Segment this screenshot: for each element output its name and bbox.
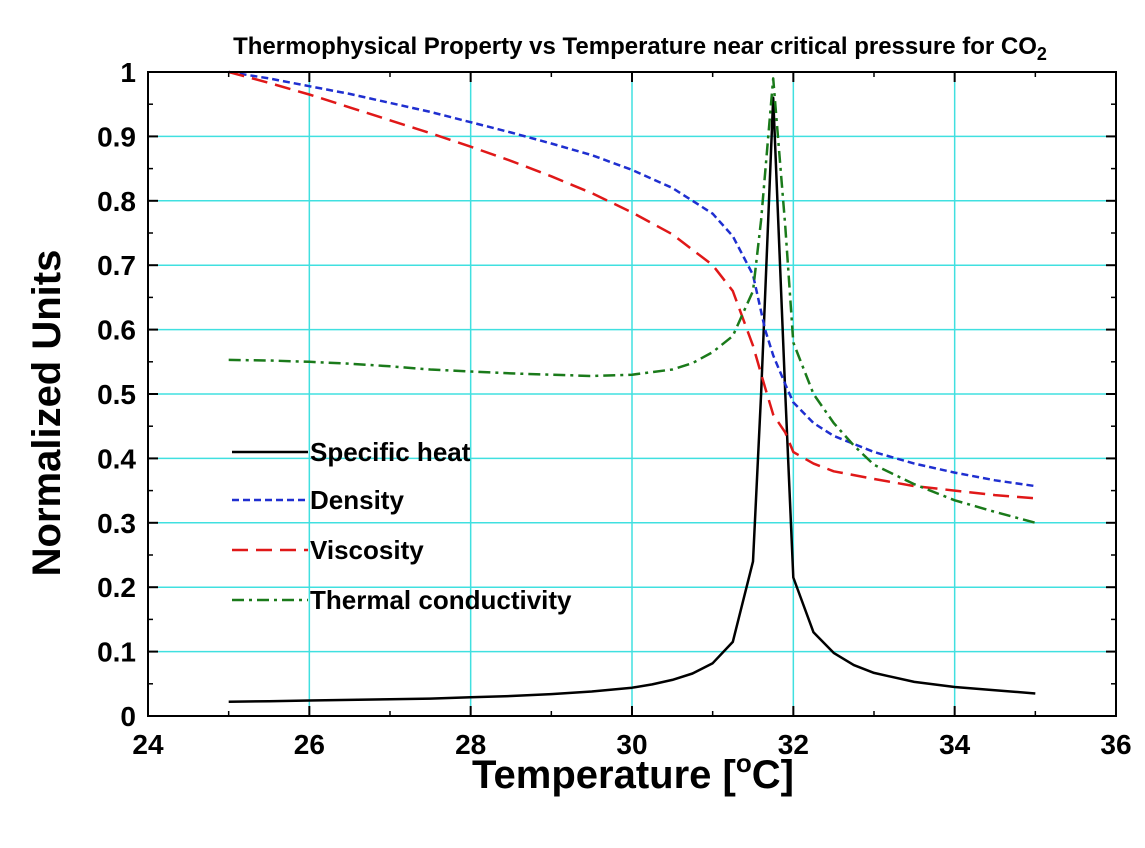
x-axis-label: Temperature [oC] [472, 748, 794, 797]
y-tick-label: 0.7 [97, 250, 136, 281]
x-tick-label: 30 [616, 729, 647, 760]
legend-label: Density [310, 485, 404, 515]
series-line-3 [228, 77, 1036, 525]
x-tick-label: 34 [939, 729, 971, 760]
y-tick-label: 0.3 [97, 508, 136, 539]
series-group [228, 70, 1036, 704]
x-tick-label: 24 [132, 729, 164, 760]
y-tick-label: 0.6 [97, 315, 136, 346]
legend-label: Thermal conductivity [310, 585, 572, 615]
legend-label: Viscosity [310, 535, 424, 565]
y-tick-label: 0.4 [97, 443, 136, 474]
chart-title: Thermophysical Property vs Temperature n… [233, 33, 1047, 64]
x-tick-label: 26 [294, 729, 325, 760]
x-tick-label: 28 [455, 729, 486, 760]
y-axis-label: Normalized Units [25, 250, 69, 577]
series-line-1 [228, 70, 1036, 488]
x-tick-label: 32 [778, 729, 809, 760]
legend: Specific heat Density Viscosity Thermal con… [232, 437, 572, 615]
x-tick-label: 36 [1100, 729, 1131, 760]
y-tick-label: 0.8 [97, 186, 136, 217]
grid [148, 72, 1116, 716]
ticks: 24 26 28 30 32 34 36 0 0.1 0.2 0.3 0.4 0.5 0.6 0.7 0.8 0… [97, 57, 1132, 760]
y-tick-label: 0 [120, 701, 136, 732]
series-line-2 [228, 70, 1036, 500]
y-tick-label: 0.2 [97, 572, 136, 603]
y-tick-label: 1 [120, 57, 136, 88]
y-tick-label: 0.9 [97, 121, 136, 152]
legend-label: Specific heat [310, 437, 471, 467]
y-tick-label: 0.5 [97, 379, 136, 410]
y-tick-label: 0.1 [97, 637, 136, 668]
